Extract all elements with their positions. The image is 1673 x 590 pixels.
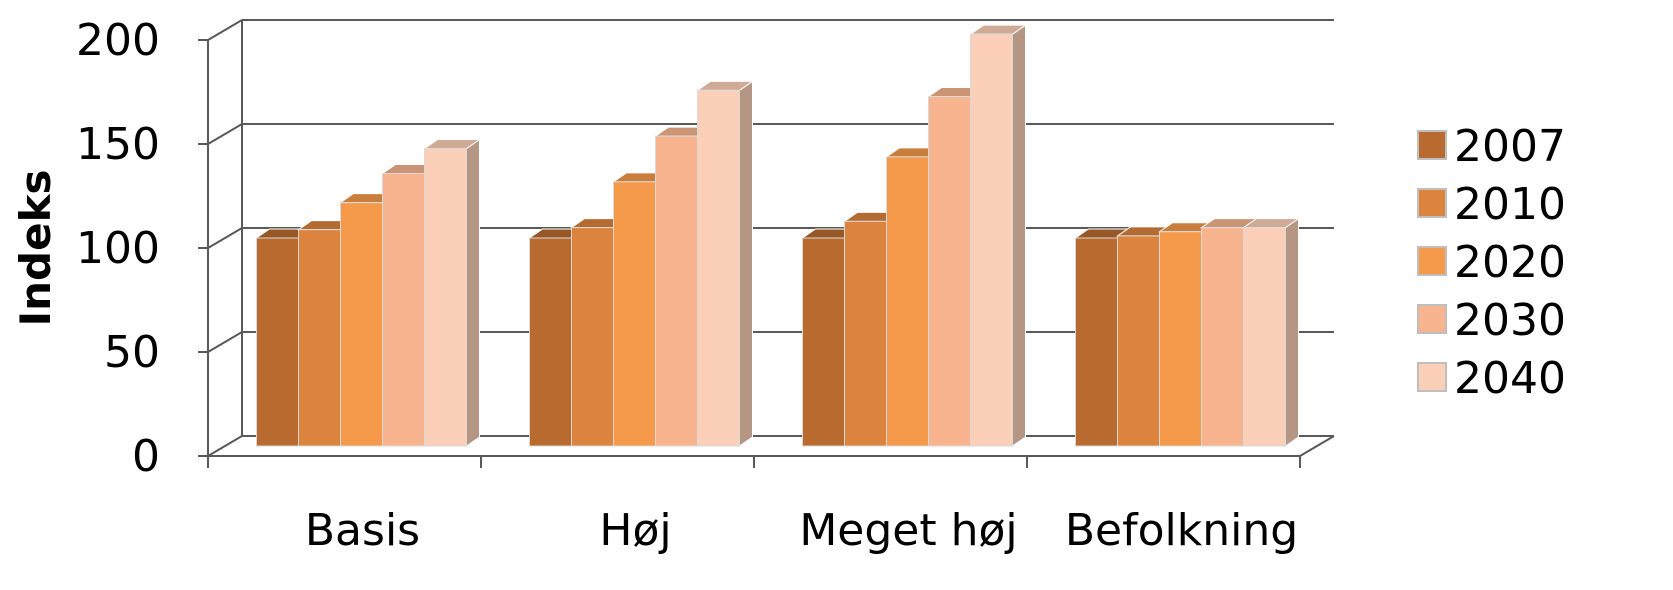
bar <box>655 135 698 447</box>
gridline-side <box>207 331 243 353</box>
bar <box>298 229 341 447</box>
bar <box>697 89 740 447</box>
y-tick-label: 150 <box>76 119 160 170</box>
y-tick-label: 100 <box>76 223 160 274</box>
gridline-side <box>207 227 243 249</box>
x-category-label: Høj <box>599 505 671 556</box>
bar <box>1201 227 1244 447</box>
gridline-side <box>207 19 243 41</box>
legend-label: 2040 <box>1454 353 1566 404</box>
bar <box>529 237 572 447</box>
bar-side <box>1012 24 1026 447</box>
bar <box>382 173 425 447</box>
bar-side <box>739 80 753 447</box>
legend-label: 2030 <box>1454 295 1566 346</box>
bar <box>970 33 1013 447</box>
y-tick-label: 50 <box>104 327 160 378</box>
bar <box>1243 227 1286 447</box>
legend-swatch <box>1417 188 1447 218</box>
bar <box>1075 237 1118 447</box>
y-tick-label: 200 <box>76 15 160 66</box>
bar <box>886 156 929 447</box>
x-category-label: Meget høj <box>799 505 1017 556</box>
bars <box>254 24 1301 447</box>
legend-label: 2010 <box>1454 179 1566 230</box>
bar <box>928 96 971 447</box>
y-tick-label: 0 <box>132 431 160 482</box>
x-category-label: Befolkning <box>1065 505 1298 556</box>
floor-right-edge <box>1299 435 1335 457</box>
bar <box>571 227 614 447</box>
gridline-side <box>207 435 243 457</box>
bar <box>424 148 467 447</box>
bar-side <box>466 138 480 447</box>
bar <box>844 220 887 447</box>
axes <box>198 39 1335 468</box>
bar <box>1117 235 1160 447</box>
bar <box>1159 231 1202 447</box>
bar <box>802 237 845 447</box>
bar <box>613 181 656 447</box>
x-category-labels: Basis Høj Meget høj Befolkning <box>305 505 1298 556</box>
bar <box>256 237 299 447</box>
legend-swatch <box>1417 362 1447 392</box>
y-tick-labels: 0 50 100 150 200 <box>76 15 160 482</box>
legend: 2007 2010 2020 2030 2040 <box>1417 121 1566 404</box>
gridline-side <box>207 123 243 145</box>
legend-label: 2007 <box>1454 121 1566 172</box>
legend-swatch <box>1417 304 1447 334</box>
bar-side <box>1285 217 1299 447</box>
x-category-label: Basis <box>305 505 420 556</box>
y-axis-title: Indeks <box>11 169 60 326</box>
bar <box>340 202 383 447</box>
legend-swatch <box>1417 130 1447 160</box>
legend-label: 2020 <box>1454 237 1566 288</box>
legend-swatch <box>1417 246 1447 276</box>
